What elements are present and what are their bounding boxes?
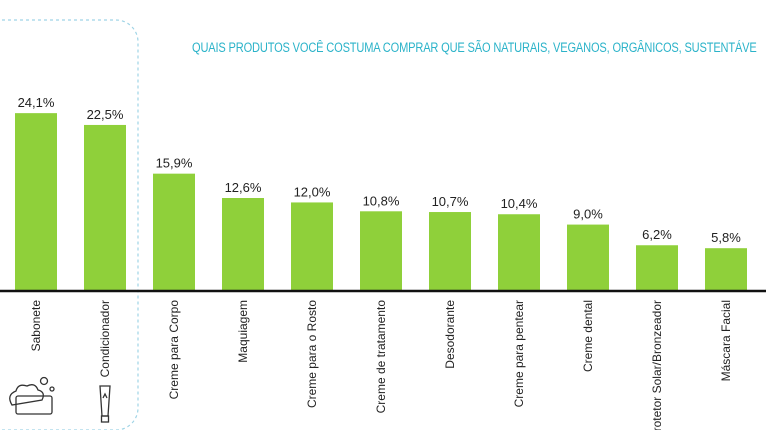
bar-1 bbox=[84, 124, 126, 291]
soap-icon bbox=[9, 376, 55, 415]
bar-10 bbox=[705, 248, 747, 291]
value-label-2: 15,9% bbox=[156, 156, 193, 171]
value-label-6: 10,7% bbox=[432, 194, 469, 209]
value-label-3: 12,6% bbox=[225, 180, 262, 195]
value-label-8: 9,0% bbox=[573, 207, 603, 222]
bars-group bbox=[15, 113, 747, 291]
value-label-4: 12,0% bbox=[294, 184, 331, 199]
category-label-3: Maquiagem bbox=[236, 300, 250, 363]
bar-8 bbox=[567, 224, 609, 291]
value-labels-group: 24,1% 22,5% 15,9% 12,6% 12,0% 10,8% 10,7% 10,4%… bbox=[18, 95, 742, 245]
category-label-5: Creme de tratamento bbox=[374, 300, 388, 414]
category-label-7: Creme para pentear bbox=[512, 300, 526, 407]
value-label-9: 6,2% bbox=[642, 227, 672, 242]
value-label-10: 5,8% bbox=[711, 230, 741, 245]
highlight-frame bbox=[0, 19, 139, 430]
category-label-4: Creme para o Rosto bbox=[305, 300, 319, 408]
bar-3 bbox=[222, 198, 264, 291]
bar-5 bbox=[360, 211, 402, 291]
bar-2 bbox=[153, 173, 195, 291]
chart-title: QUAIS PRODUTOS VOCÊ COSTUMA COMPRAR QUE … bbox=[192, 40, 757, 55]
conditioner-tube-icon bbox=[99, 385, 111, 423]
category-label-0: Sabonete bbox=[29, 300, 43, 352]
category-labels-group: Sabonete Condicionador Creme para Corpo Maq… bbox=[29, 300, 733, 430]
bar-4 bbox=[291, 202, 333, 291]
category-label-1: Condicionador bbox=[98, 300, 112, 377]
category-label-10: Máscara Facial bbox=[719, 300, 733, 381]
bar-6 bbox=[429, 212, 471, 291]
value-label-1: 22,5% bbox=[87, 107, 124, 122]
bar-7 bbox=[498, 214, 540, 291]
category-label-2: Creme para Corpo bbox=[167, 300, 181, 400]
category-label-9: rotetor Solar/Bronzeador bbox=[650, 300, 664, 430]
category-label-8: Creme dental bbox=[581, 300, 595, 372]
bar-9 bbox=[636, 245, 678, 291]
bar-0 bbox=[15, 113, 57, 291]
category-label-6: Desodorante bbox=[443, 300, 457, 369]
value-label-7: 10,4% bbox=[501, 196, 538, 211]
value-label-0: 24,1% bbox=[18, 95, 55, 110]
value-label-5: 10,8% bbox=[363, 193, 400, 208]
